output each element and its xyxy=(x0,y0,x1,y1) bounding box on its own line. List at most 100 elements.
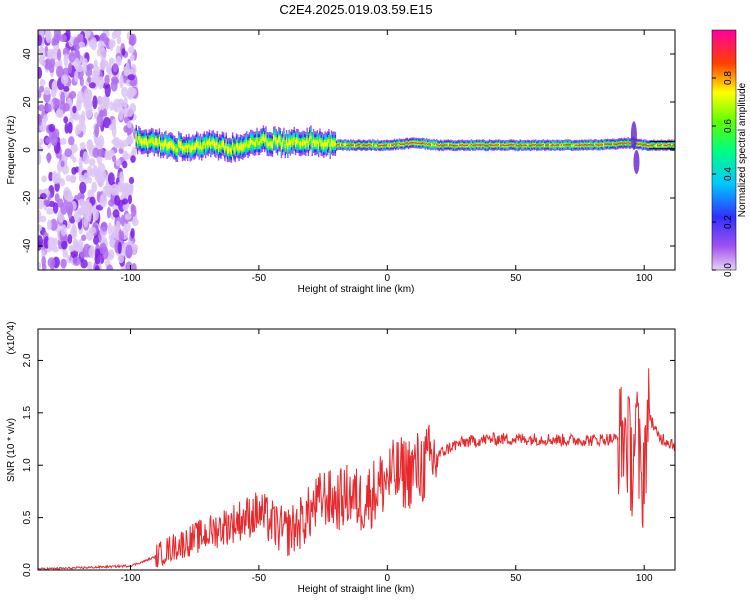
signal-cell xyxy=(415,142,417,144)
signal-cell xyxy=(432,144,434,146)
signal-cell xyxy=(619,142,622,145)
spectrogram-y-label: Frequency (Hz) xyxy=(6,116,17,185)
noise-cell xyxy=(88,158,96,167)
signal-cell xyxy=(152,138,154,143)
noise-cell xyxy=(60,91,66,105)
noise-cell xyxy=(109,237,116,248)
signal-cell xyxy=(230,149,233,153)
signal-cell xyxy=(279,138,281,142)
signal-cell xyxy=(396,143,398,145)
noise-cell xyxy=(83,88,92,102)
signal-cell xyxy=(149,139,152,144)
noise-cell xyxy=(79,76,84,87)
signal-cell xyxy=(176,148,179,152)
noise-cell xyxy=(63,102,70,112)
signal-cell xyxy=(288,139,290,144)
noise-cell xyxy=(87,76,92,84)
signal-cell xyxy=(301,141,303,146)
noise-cell xyxy=(39,79,46,86)
signal-cell xyxy=(404,143,406,146)
noise-cell xyxy=(86,139,92,149)
noise-cell xyxy=(63,116,69,124)
signal-cell xyxy=(177,141,180,146)
signal-cell xyxy=(369,143,371,146)
noise-cell xyxy=(41,263,47,270)
signal-cell xyxy=(657,144,659,146)
noise-cell xyxy=(94,123,100,138)
noise-cell xyxy=(49,58,56,68)
signal-cell xyxy=(577,144,579,147)
signal-cell xyxy=(468,144,470,147)
signal-cell xyxy=(242,146,244,150)
signal-cell xyxy=(211,140,213,145)
signal-cell xyxy=(315,141,317,146)
colorbar-tick-label: 0.8 xyxy=(723,71,734,85)
signal-cell xyxy=(660,143,663,146)
signal-cell xyxy=(203,141,206,146)
noise-cell xyxy=(108,57,115,65)
noise-cell xyxy=(104,149,110,161)
noise-cell xyxy=(69,90,77,99)
noise-cell xyxy=(115,55,122,67)
signal-cell xyxy=(574,144,577,147)
signal-cell xyxy=(640,143,642,145)
signal-cell xyxy=(210,143,212,148)
signal-cell xyxy=(395,144,397,146)
colorbar-ticks: 0.0 0.2 0.4 0.6 0.8 xyxy=(712,71,734,277)
noise-cell xyxy=(50,132,58,147)
noise-cell xyxy=(124,184,131,195)
noise-cell xyxy=(55,65,64,78)
signal-cell xyxy=(383,144,385,146)
signal-cell xyxy=(624,142,627,145)
signal-cell xyxy=(509,143,511,146)
noise-cell xyxy=(99,193,108,208)
noise-cell xyxy=(93,235,99,245)
signal-cell xyxy=(410,142,412,144)
signal-cell xyxy=(604,143,606,146)
signal-cell xyxy=(307,142,310,146)
noise-cell xyxy=(128,176,135,185)
signal-cell xyxy=(546,144,548,146)
signal-cell xyxy=(276,141,279,146)
noise-cell xyxy=(99,242,107,254)
signal-cell xyxy=(448,144,451,147)
signal-cell xyxy=(582,144,584,147)
signal-cell xyxy=(351,144,353,147)
noise-cell xyxy=(72,105,77,114)
y-tick-label: 2.0 xyxy=(22,353,33,367)
signal-cell xyxy=(648,144,650,147)
signal-cell xyxy=(257,141,260,146)
signal-cell xyxy=(233,146,235,151)
signal-cell xyxy=(320,142,322,146)
signal-cell xyxy=(201,146,203,151)
signal-cell xyxy=(668,143,670,146)
noise-cell xyxy=(75,98,82,112)
signal-cell xyxy=(323,144,325,148)
signal-cell xyxy=(517,145,519,147)
signal-cell xyxy=(618,142,620,145)
signal-cell xyxy=(438,145,441,147)
x-tick-label: 50 xyxy=(510,573,522,584)
noise-cell xyxy=(91,70,100,85)
signal-cell xyxy=(220,145,222,149)
noise-cell xyxy=(41,60,46,67)
signal-cell xyxy=(208,139,211,144)
noise-cell xyxy=(61,240,68,250)
signal-cell xyxy=(502,144,505,146)
signal-cell xyxy=(293,137,295,141)
spectrogram-x-axis: -100 -50 0 50 100 xyxy=(120,30,653,284)
signal-cell xyxy=(166,145,168,149)
noise-cell xyxy=(44,58,52,70)
y-tick-label: -40 xyxy=(22,238,33,253)
noise-cell xyxy=(68,51,76,63)
signal-cell xyxy=(414,142,416,144)
noise-cell xyxy=(115,220,121,233)
noise-cell xyxy=(78,174,85,182)
noise-cell xyxy=(75,124,82,135)
signal-cell xyxy=(650,144,652,146)
noise-cell xyxy=(91,181,98,193)
noise-cell xyxy=(74,70,79,83)
signal-cell xyxy=(330,140,333,145)
noise-cell xyxy=(39,215,47,223)
signal-cell xyxy=(388,144,391,147)
